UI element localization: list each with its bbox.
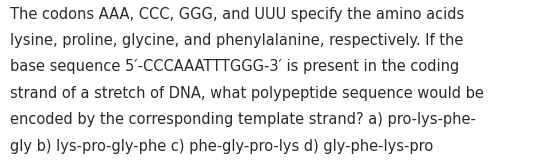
Text: strand of a stretch of DNA, what polypeptide sequence would be: strand of a stretch of DNA, what polypep… [10, 86, 484, 101]
Text: gly b) lys-pro-gly-phe c) phe-gly-pro-lys d) gly-phe-lys-pro: gly b) lys-pro-gly-phe c) phe-gly-pro-ly… [10, 139, 434, 154]
Text: The codons AAA, CCC, GGG, and UUU specify the amino acids: The codons AAA, CCC, GGG, and UUU specif… [10, 7, 464, 22]
Text: base sequence 5′-CCCAAATTTGGG-3′ is present in the coding: base sequence 5′-CCCAAATTTGGG-3′ is pres… [10, 59, 459, 74]
Text: lysine, proline, glycine, and phenylalanine, respectively. If the: lysine, proline, glycine, and phenylalan… [10, 33, 463, 48]
Text: encoded by the corresponding template strand? a) pro-lys-phe-: encoded by the corresponding template st… [10, 112, 476, 127]
